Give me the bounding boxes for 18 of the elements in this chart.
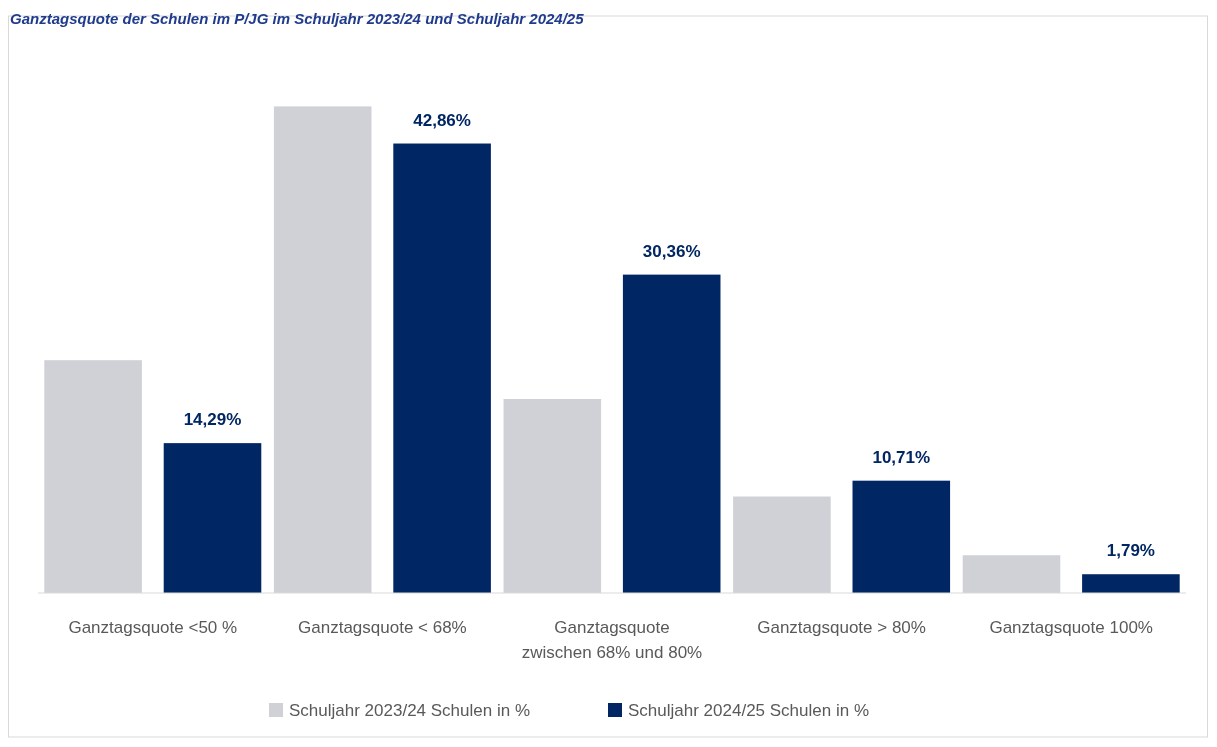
- bar: [622, 274, 721, 593]
- chart-title: Ganztagsquote der Schulen im P/JG im Schuljahr 2023/24 und Schuljahr 2024/25: [10, 10, 585, 27]
- x-tick-label: Ganztagsquote 100%: [989, 618, 1153, 637]
- bar: [163, 443, 262, 593]
- data-label: 30,36%: [642, 241, 701, 261]
- legend-label: Schuljahr 2024/25 Schulen in %: [628, 701, 869, 720]
- x-tick-label: Ganztagsquote > 80%: [757, 618, 926, 637]
- bar: [393, 143, 491, 593]
- bar: [1082, 574, 1180, 593]
- x-tick-label: Ganztagsquote zwischen 68% und 80%: [521, 618, 703, 662]
- data-label: 42,86%: [413, 110, 471, 130]
- legend-label: Schuljahr 2023/24 Schulen in %: [289, 701, 530, 720]
- data-label: 10,71%: [872, 447, 931, 467]
- bar: [852, 480, 951, 593]
- x-tick-label: Ganztagsquote < 68%: [298, 618, 467, 637]
- data-label: 14,29%: [183, 410, 242, 430]
- x-tick-label: Ganztagsquote <50 %: [68, 618, 238, 637]
- data-label: 1,79%: [1106, 541, 1155, 561]
